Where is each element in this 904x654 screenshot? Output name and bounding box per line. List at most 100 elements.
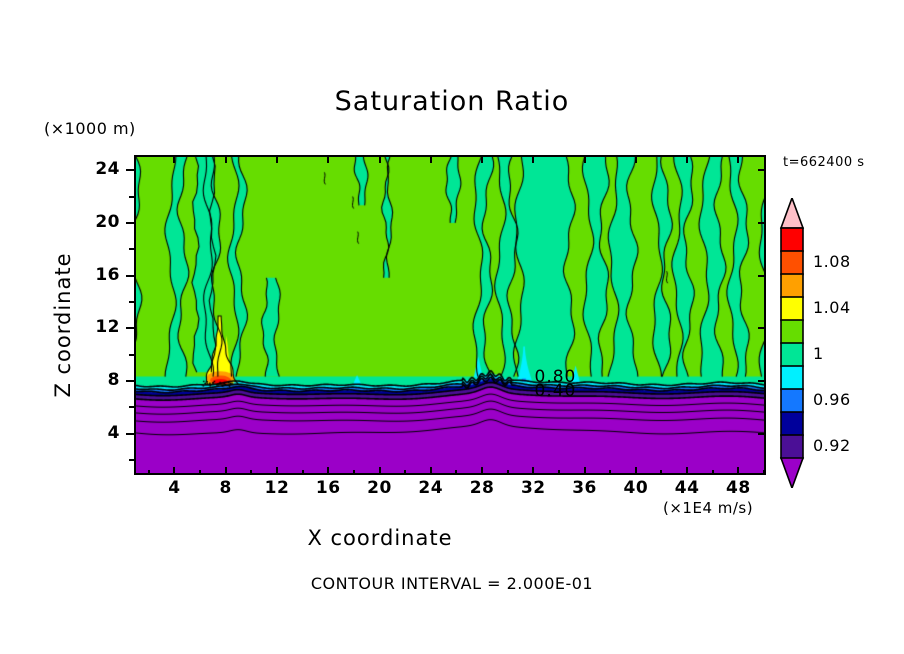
x-tick-top xyxy=(583,155,586,163)
x-tick-top xyxy=(429,155,432,163)
x-tick-minor xyxy=(455,470,458,475)
time-annotation: t=662400 s xyxy=(783,155,865,170)
x-tick-major xyxy=(583,467,586,475)
y-tick-label: 24 xyxy=(95,159,120,180)
x-tick-major xyxy=(634,467,637,475)
colorbar-band xyxy=(780,250,804,276)
x-tick-major xyxy=(737,467,740,475)
x-tick-label: 40 xyxy=(623,478,649,498)
y-tick-right xyxy=(758,327,766,330)
y-tick-minor xyxy=(129,248,134,251)
x-tick-major xyxy=(224,467,227,475)
y-tick-label: 20 xyxy=(95,211,120,232)
y-tick-minor xyxy=(129,458,134,461)
x-tick-label: 4 xyxy=(168,478,181,498)
colorbar-tick-label: 1.04 xyxy=(813,297,851,317)
x-tick-top xyxy=(327,155,330,163)
x-tick-minor xyxy=(557,470,560,475)
x-tick-minor xyxy=(763,470,765,475)
x-tick-label: 24 xyxy=(418,478,444,498)
colorbar-band xyxy=(780,388,804,414)
colorbar-band xyxy=(780,411,804,437)
y-tick-major xyxy=(126,169,134,172)
x-tick-label: 32 xyxy=(520,478,546,498)
contour-plot-area: 0.800.400.80 xyxy=(134,155,766,475)
y-axis-unit-label: (×1000 m) xyxy=(44,119,136,138)
page-title: Saturation Ratio xyxy=(334,86,570,117)
y-tick-right xyxy=(758,432,766,435)
x-axis-title: X coordinate xyxy=(307,526,453,550)
x-tick-minor xyxy=(147,470,150,475)
x-tick-minor xyxy=(250,470,253,475)
x-tick-label: 28 xyxy=(469,478,495,498)
contour-label: 0.80 xyxy=(534,366,577,387)
y-tick-minor xyxy=(129,353,134,356)
contour-field xyxy=(136,157,764,473)
x-tick-major xyxy=(275,467,278,475)
x-tick-minor xyxy=(711,470,714,475)
colorbar-tick-label: 1.08 xyxy=(813,251,851,271)
contour-interval-caption: CONTOUR INTERVAL = 2.000E-01 xyxy=(310,574,594,593)
contour-label: 0.40 xyxy=(534,381,577,402)
x-tick-label: 8 xyxy=(219,478,232,498)
y-tick-label: 12 xyxy=(95,317,120,338)
x-tick-label: 48 xyxy=(726,478,751,498)
x-tick-minor xyxy=(660,470,663,475)
y-tick-right xyxy=(758,221,766,224)
colorbar-svg xyxy=(779,198,805,488)
colorbar-band xyxy=(780,296,804,322)
y-tick-label: 8 xyxy=(107,369,120,390)
colorbar-tick-label: 0.92 xyxy=(813,435,851,455)
y-tick-right xyxy=(758,274,766,277)
x-tick-major xyxy=(327,467,330,475)
y-tick-major xyxy=(126,221,134,224)
colorbar-band xyxy=(780,434,804,460)
x-tick-top xyxy=(686,155,689,163)
x-tick-top xyxy=(481,155,484,163)
y-tick-label: 16 xyxy=(95,264,120,285)
x-tick-label: 20 xyxy=(367,478,392,498)
x-tick-minor xyxy=(301,470,304,475)
colorbar-tick-label: 1 xyxy=(813,343,824,363)
x-tick-major xyxy=(173,467,176,475)
y-tick-right xyxy=(758,169,766,172)
x-tick-minor xyxy=(609,470,612,475)
x-tick-top xyxy=(173,155,176,163)
colorbar-band xyxy=(780,227,804,253)
x-tick-top xyxy=(634,155,637,163)
x-tick-minor xyxy=(506,470,509,475)
y-tick-major xyxy=(126,432,134,435)
x-tick-top xyxy=(378,155,381,163)
y-tick-label: 4 xyxy=(107,422,120,443)
colorbar-band xyxy=(780,342,804,368)
y-tick-minor xyxy=(129,406,134,409)
x-tick-minor xyxy=(404,470,407,475)
y-tick-minor xyxy=(129,195,134,198)
x-tick-minor xyxy=(352,470,355,475)
y-tick-major xyxy=(126,379,134,382)
x-tick-major xyxy=(532,467,535,475)
colorbar-band xyxy=(780,273,804,299)
y-tick-minor xyxy=(129,300,134,303)
x-tick-top xyxy=(224,155,227,163)
colorbar-cap-top xyxy=(779,198,805,229)
x-tick-top xyxy=(275,155,278,163)
colorbar-cap-bottom xyxy=(779,457,805,488)
x-tick-top xyxy=(737,155,740,163)
x-tick-major xyxy=(481,467,484,475)
x-axis-unit-label: (×1E4 m/s) xyxy=(663,499,754,517)
x-tick-label: 44 xyxy=(674,478,700,498)
x-tick-label: 12 xyxy=(264,478,290,498)
x-tick-major xyxy=(378,467,381,475)
x-tick-label: 16 xyxy=(315,478,341,498)
x-tick-minor xyxy=(199,470,202,475)
x-tick-major xyxy=(429,467,432,475)
colorbar-band xyxy=(780,365,804,391)
x-tick-top xyxy=(532,155,535,163)
x-tick-major xyxy=(686,467,689,475)
x-tick-label: 36 xyxy=(572,478,597,498)
y-tick-right xyxy=(758,379,766,382)
colorbar-band xyxy=(780,319,804,345)
y-tick-major xyxy=(126,327,134,330)
